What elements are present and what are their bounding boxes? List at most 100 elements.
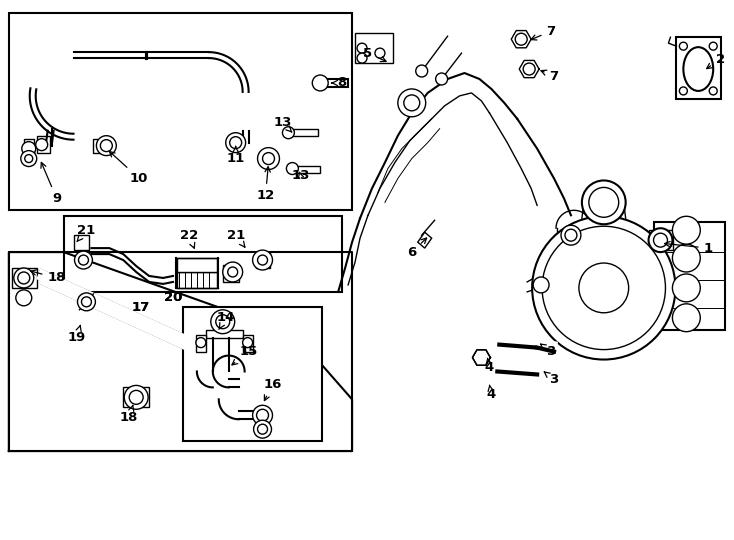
Circle shape xyxy=(253,420,272,438)
Circle shape xyxy=(222,262,243,282)
Text: 8: 8 xyxy=(332,77,346,90)
Circle shape xyxy=(649,228,672,252)
Text: 7: 7 xyxy=(531,25,556,40)
Bar xyxy=(9,14,352,210)
Bar xyxy=(677,37,722,99)
Polygon shape xyxy=(255,252,271,268)
Circle shape xyxy=(357,43,367,53)
Circle shape xyxy=(523,63,535,75)
Text: 20: 20 xyxy=(164,292,182,305)
Circle shape xyxy=(129,390,143,404)
Circle shape xyxy=(230,137,241,148)
Circle shape xyxy=(532,217,675,360)
Text: 18: 18 xyxy=(120,405,139,424)
Circle shape xyxy=(515,33,527,45)
Polygon shape xyxy=(123,387,149,407)
Polygon shape xyxy=(222,265,239,282)
Polygon shape xyxy=(418,232,432,248)
Text: 20: 20 xyxy=(164,292,182,305)
Circle shape xyxy=(14,268,34,288)
Text: 21: 21 xyxy=(227,228,245,247)
Polygon shape xyxy=(73,235,90,250)
Circle shape xyxy=(565,229,577,241)
Circle shape xyxy=(357,53,367,63)
Bar xyxy=(177,272,217,288)
Ellipse shape xyxy=(683,47,713,91)
Circle shape xyxy=(196,338,206,348)
Circle shape xyxy=(78,293,95,311)
Circle shape xyxy=(709,87,717,95)
Text: 19: 19 xyxy=(68,326,86,344)
Text: 13: 13 xyxy=(273,116,292,132)
Circle shape xyxy=(398,89,426,117)
Circle shape xyxy=(375,48,385,58)
Circle shape xyxy=(672,217,700,244)
Text: 6: 6 xyxy=(407,238,426,259)
Circle shape xyxy=(672,304,700,332)
Circle shape xyxy=(257,409,269,421)
Circle shape xyxy=(101,140,112,152)
Circle shape xyxy=(283,127,294,139)
Text: 3: 3 xyxy=(540,344,556,358)
Text: 15: 15 xyxy=(232,345,258,365)
Circle shape xyxy=(680,42,687,50)
Polygon shape xyxy=(93,139,106,153)
Circle shape xyxy=(96,136,116,156)
Text: 16: 16 xyxy=(264,378,282,401)
Text: 13: 13 xyxy=(291,169,310,182)
Circle shape xyxy=(404,95,420,111)
Circle shape xyxy=(582,180,625,224)
Bar xyxy=(177,258,217,272)
Text: 14: 14 xyxy=(217,311,235,329)
Circle shape xyxy=(22,141,36,156)
Polygon shape xyxy=(292,166,320,172)
Text: 7: 7 xyxy=(541,70,559,83)
Text: 5: 5 xyxy=(363,46,386,62)
Circle shape xyxy=(312,75,328,91)
Text: 17: 17 xyxy=(132,301,150,314)
Polygon shape xyxy=(288,129,319,136)
Circle shape xyxy=(709,42,717,50)
Text: 2: 2 xyxy=(707,52,724,69)
Polygon shape xyxy=(206,330,243,338)
Text: 4: 4 xyxy=(484,358,494,374)
Circle shape xyxy=(672,274,700,302)
Text: 21: 21 xyxy=(77,224,95,242)
Circle shape xyxy=(672,244,700,272)
Circle shape xyxy=(252,250,272,270)
Circle shape xyxy=(243,338,252,348)
Bar xyxy=(653,222,725,330)
Circle shape xyxy=(653,233,667,247)
Polygon shape xyxy=(23,139,34,159)
Circle shape xyxy=(25,154,33,163)
Circle shape xyxy=(79,255,88,265)
Circle shape xyxy=(16,290,32,306)
Polygon shape xyxy=(196,335,206,352)
Text: 9: 9 xyxy=(41,163,61,205)
Circle shape xyxy=(589,187,619,217)
Bar xyxy=(355,33,393,63)
Bar xyxy=(64,217,342,292)
Circle shape xyxy=(579,263,628,313)
Circle shape xyxy=(226,133,246,153)
Text: 1: 1 xyxy=(664,241,713,255)
Circle shape xyxy=(124,386,148,409)
Circle shape xyxy=(36,139,48,151)
Circle shape xyxy=(533,277,549,293)
Circle shape xyxy=(415,65,428,77)
Circle shape xyxy=(263,153,275,165)
Circle shape xyxy=(21,151,37,166)
Circle shape xyxy=(258,424,267,434)
Polygon shape xyxy=(12,268,37,288)
Circle shape xyxy=(216,315,230,329)
Text: 3: 3 xyxy=(544,372,559,386)
Text: 22: 22 xyxy=(180,228,198,248)
Circle shape xyxy=(542,226,666,349)
Text: 12: 12 xyxy=(256,167,275,202)
Circle shape xyxy=(81,297,92,307)
Circle shape xyxy=(252,406,272,425)
Text: 17: 17 xyxy=(132,301,150,314)
Circle shape xyxy=(228,267,238,277)
Text: 11: 11 xyxy=(227,146,245,165)
Circle shape xyxy=(258,255,267,265)
